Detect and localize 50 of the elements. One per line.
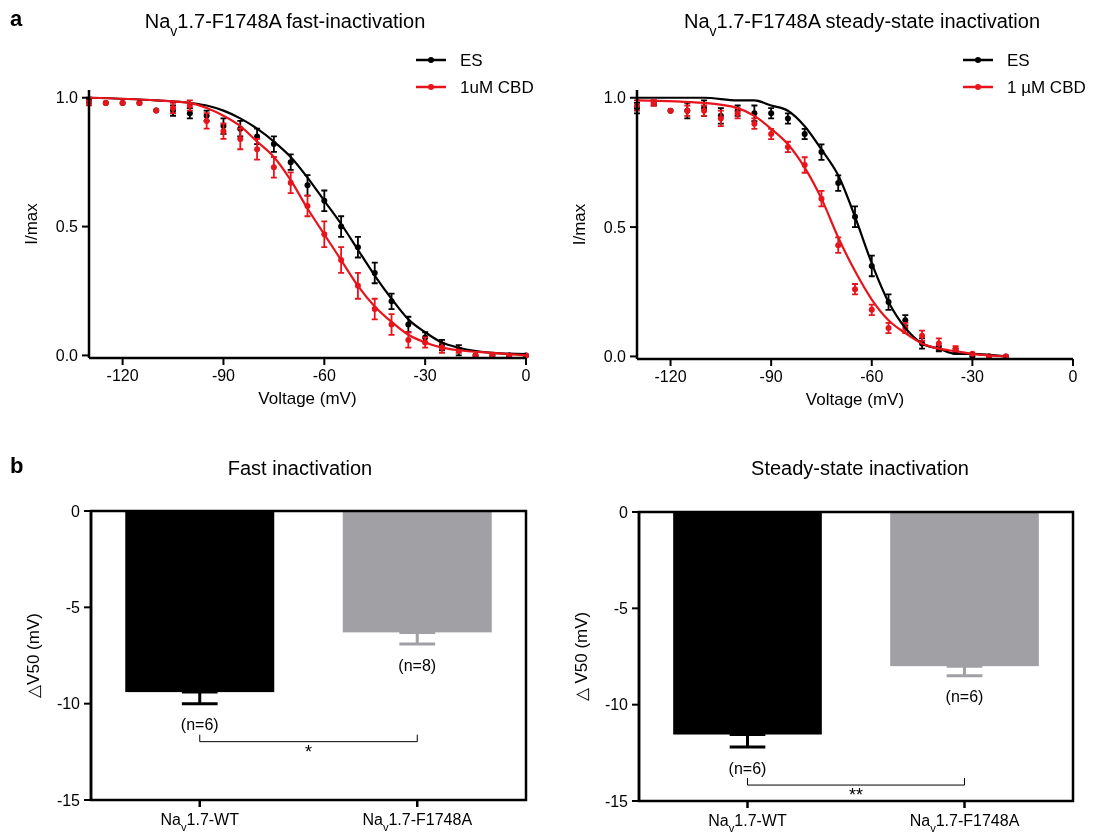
annotation: ** [848, 785, 864, 806]
y-tick-label: 1.0 [603, 89, 627, 107]
y-axis-title: I/max [22, 202, 41, 245]
legend-label: 1uM CBD [460, 77, 534, 97]
y-tick-label: -10 [56, 695, 81, 713]
chart-title: Fast inactivation [227, 457, 373, 479]
x-tick-label: Na$_{v}$1.7-F1748A [909, 812, 1020, 834]
annotation: (n=8) [398, 656, 437, 674]
x-tick-label: Na$_{v}$1.7-WT [708, 812, 787, 834]
x-tick-label: -90 [211, 367, 236, 384]
y-tick-label: 0.5 [603, 218, 627, 236]
y-tick-label: 0 [71, 502, 81, 520]
y-axis-title: △V50 (mV) [24, 613, 43, 698]
legend-label: ES [1007, 50, 1030, 70]
x-tick-label: -60 [860, 368, 884, 385]
x-tick-label: Na$_{v}$1.7-WT [160, 811, 240, 833]
x-axis-title: Voltage (mV) [805, 390, 905, 409]
x-tick-label: -30 [960, 368, 985, 385]
annotation: (n=6) [180, 716, 219, 734]
x-tick-label: 0 [1068, 368, 1078, 385]
y-axis-title: △ V50 (mV) [572, 611, 591, 702]
legend-label: ES [460, 50, 483, 70]
y-tick-label: 1.0 [55, 89, 79, 107]
annotation: * [304, 741, 313, 762]
text: b [10, 453, 24, 478]
y-tick-label: 0.0 [55, 347, 79, 365]
y-axis-title: I/max [570, 203, 589, 246]
annotation: (n=6) [728, 759, 767, 777]
chart-title: Steady-state inactivation [751, 457, 969, 479]
x-tick-label: -120 [106, 367, 139, 384]
x-tick-label: -120 [654, 368, 687, 385]
x-tick-label: -60 [312, 367, 336, 384]
y-tick-label: -10 [604, 696, 629, 714]
y-tick-label: 0 [619, 503, 629, 521]
text: a [10, 6, 23, 31]
y-tick-label: 0.0 [603, 348, 627, 366]
legend-label: 1 µM CBD [1007, 77, 1086, 97]
chart-title: Na$_{v}$1.7-F1748A steady-state inactivation [683, 10, 1041, 39]
x-tick-label: -30 [413, 367, 437, 384]
y-tick-label: -5 [65, 598, 81, 616]
y-tick-label: -15 [56, 791, 81, 809]
x-tick-label: 0 [521, 367, 531, 384]
y-tick-label: -15 [604, 792, 629, 810]
x-axis-title: Voltage (mV) [258, 389, 357, 408]
x-tick-label: -90 [759, 368, 783, 385]
chart-title: Na$_{v}$1.7-F1748A fast-inactivation [144, 10, 426, 39]
x-tick-label: Na$_{v}$1.7-F1748A [362, 811, 473, 833]
y-tick-label: -5 [613, 599, 629, 617]
annotation: (n=6) [945, 688, 984, 706]
y-tick-label: 0.5 [55, 218, 79, 236]
